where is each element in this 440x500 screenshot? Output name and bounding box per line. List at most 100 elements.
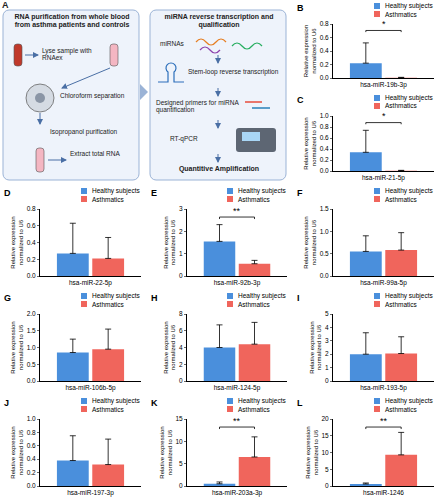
svg-text:F: F bbox=[297, 188, 303, 198]
svg-text:hsa-miR-21-5p: hsa-miR-21-5p bbox=[362, 174, 405, 182]
svg-text:Healthy subjects: Healthy subjects bbox=[92, 292, 140, 300]
svg-text:1.0: 1.0 bbox=[320, 112, 329, 119]
svg-text:Healthy subjects: Healthy subjects bbox=[385, 187, 433, 195]
svg-text:*: * bbox=[382, 111, 386, 121]
svg-text:G: G bbox=[4, 293, 11, 303]
svg-text:2: 2 bbox=[179, 361, 183, 368]
svg-text:0.8: 0.8 bbox=[320, 20, 329, 27]
svg-text:**: ** bbox=[233, 206, 241, 216]
svg-text:J: J bbox=[4, 398, 9, 408]
svg-text:0.0: 0.0 bbox=[320, 272, 329, 279]
svg-text:Relative expressionnormalized: Relative expressionnormalized to U6 bbox=[159, 426, 173, 478]
svg-text:B: B bbox=[297, 3, 304, 13]
svg-text:0.6: 0.6 bbox=[27, 442, 36, 449]
svg-text:H: H bbox=[151, 293, 158, 303]
svg-text:Relative expressionnormalized: Relative expressionnormalized to U6 bbox=[10, 321, 24, 373]
svg-text:1.0: 1.0 bbox=[27, 344, 36, 351]
svg-text:Asthmatics: Asthmatics bbox=[385, 102, 418, 109]
svg-text:K: K bbox=[151, 398, 158, 408]
svg-text:1.0: 1.0 bbox=[320, 228, 329, 235]
svg-text:C: C bbox=[297, 95, 304, 105]
svg-text:0.8: 0.8 bbox=[320, 123, 329, 130]
svg-text:hsa-miR-99a-5p: hsa-miR-99a-5p bbox=[360, 279, 407, 287]
svg-text:E: E bbox=[151, 188, 157, 198]
svg-text:**: ** bbox=[233, 416, 241, 426]
svg-text:0.0: 0.0 bbox=[320, 167, 329, 174]
svg-text:Asthmatics: Asthmatics bbox=[238, 406, 271, 413]
svg-text:Relative expressionnormalized: Relative expressionnormalized to U6 bbox=[163, 321, 177, 373]
svg-text:1.0: 1.0 bbox=[27, 415, 36, 422]
svg-text:Asthmatics: Asthmatics bbox=[238, 301, 271, 308]
svg-text:5: 5 bbox=[325, 310, 329, 317]
svg-text:hsa-miR-22-5p: hsa-miR-22-5p bbox=[69, 279, 112, 287]
svg-text:0.2: 0.2 bbox=[27, 256, 36, 263]
svg-text:0.4: 0.4 bbox=[320, 47, 329, 54]
svg-text:0.5: 0.5 bbox=[27, 361, 36, 368]
svg-text:D: D bbox=[4, 188, 11, 198]
svg-text:**: ** bbox=[380, 416, 388, 426]
svg-text:3: 3 bbox=[325, 337, 329, 344]
svg-text:0.2: 0.2 bbox=[320, 156, 329, 163]
svg-text:0.2: 0.2 bbox=[27, 469, 36, 476]
svg-text:Asthmatics: Asthmatics bbox=[92, 301, 125, 308]
svg-text:Relative expressionnormalized: Relative expressionnormalized to U6 bbox=[163, 216, 177, 268]
svg-text:1: 1 bbox=[325, 364, 329, 371]
svg-text:0.5: 0.5 bbox=[320, 250, 329, 257]
svg-text:Healthy subjects: Healthy subjects bbox=[92, 187, 140, 195]
svg-text:Relative expressionnormalized: Relative expressionnormalized to U6 bbox=[10, 216, 24, 268]
svg-text:hsa-miR-1246: hsa-miR-1246 bbox=[363, 489, 404, 496]
svg-text:Healthy subjects: Healthy subjects bbox=[238, 292, 286, 300]
svg-text:I: I bbox=[297, 293, 300, 303]
svg-text:0: 0 bbox=[325, 482, 329, 489]
svg-text:Asthmatics: Asthmatics bbox=[385, 11, 418, 18]
svg-text:Relative expressionnormalized: Relative expressionnormalized to U6 bbox=[309, 321, 323, 373]
svg-text:0: 0 bbox=[179, 377, 183, 384]
svg-text:0.4: 0.4 bbox=[27, 239, 36, 246]
svg-text:0.2: 0.2 bbox=[320, 61, 329, 68]
svg-text:0.8: 0.8 bbox=[27, 205, 36, 212]
svg-text:Relative expressionnormalized: Relative expressionnormalized to U6 bbox=[303, 117, 317, 169]
svg-text:Asthmatics: Asthmatics bbox=[385, 406, 418, 413]
svg-text:0.4: 0.4 bbox=[320, 145, 329, 152]
svg-text:6: 6 bbox=[179, 327, 183, 334]
svg-text:hsa-miR-106b-5p: hsa-miR-106b-5p bbox=[65, 384, 116, 392]
svg-text:20: 20 bbox=[321, 415, 329, 422]
svg-text:1.5: 1.5 bbox=[320, 205, 329, 212]
svg-text:4: 4 bbox=[179, 344, 183, 351]
svg-text:0.6: 0.6 bbox=[320, 134, 329, 141]
svg-text:4: 4 bbox=[325, 324, 329, 331]
svg-text:0.4: 0.4 bbox=[27, 455, 36, 462]
svg-text:10: 10 bbox=[175, 438, 183, 445]
svg-text:hsa-miR-19b-3p: hsa-miR-19b-3p bbox=[360, 81, 407, 89]
svg-text:Asthmatics: Asthmatics bbox=[238, 196, 271, 203]
svg-text:Relative expressionnormalized: Relative expressionnormalized to U6 bbox=[305, 426, 319, 478]
svg-text:Relative expressionnormalized: Relative expressionnormalized to U6 bbox=[303, 216, 317, 268]
svg-text:0.0: 0.0 bbox=[27, 377, 36, 384]
svg-text:15: 15 bbox=[175, 415, 183, 422]
svg-text:1.5: 1.5 bbox=[27, 327, 36, 334]
svg-text:Relative expressionnormalized: Relative expressionnormalized to U6 bbox=[303, 25, 317, 77]
svg-text:2.0: 2.0 bbox=[27, 310, 36, 317]
svg-text:2: 2 bbox=[325, 350, 329, 357]
svg-text:Healthy subjects: Healthy subjects bbox=[238, 397, 286, 405]
svg-text:10: 10 bbox=[321, 449, 329, 456]
svg-text:0: 0 bbox=[179, 482, 183, 489]
svg-text:hsa-miR-193-5p: hsa-miR-193-5p bbox=[360, 384, 407, 392]
svg-text:0: 0 bbox=[179, 272, 183, 279]
svg-text:Healthy subjects: Healthy subjects bbox=[385, 397, 433, 405]
svg-text:0: 0 bbox=[325, 377, 329, 384]
svg-text:hsa-miR-197-3p: hsa-miR-197-3p bbox=[67, 489, 114, 497]
svg-text:0.8: 0.8 bbox=[27, 429, 36, 436]
svg-text:hsa-miR-92b-3p: hsa-miR-92b-3p bbox=[214, 279, 261, 287]
svg-text:5: 5 bbox=[179, 460, 183, 467]
svg-text:0.0: 0.0 bbox=[320, 74, 329, 81]
svg-text:2: 2 bbox=[179, 228, 183, 235]
svg-text:hsa-miR-203a-3p: hsa-miR-203a-3p bbox=[212, 489, 263, 497]
svg-text:Healthy subjects: Healthy subjects bbox=[92, 397, 140, 405]
svg-text:Asthmatics: Asthmatics bbox=[385, 196, 418, 203]
svg-text:hsa-miR-124-5p: hsa-miR-124-5p bbox=[214, 384, 261, 392]
svg-text:*: * bbox=[382, 19, 386, 29]
svg-text:8: 8 bbox=[179, 310, 183, 317]
svg-text:Healthy subjects: Healthy subjects bbox=[238, 187, 286, 195]
svg-text:Asthmatics: Asthmatics bbox=[92, 196, 125, 203]
